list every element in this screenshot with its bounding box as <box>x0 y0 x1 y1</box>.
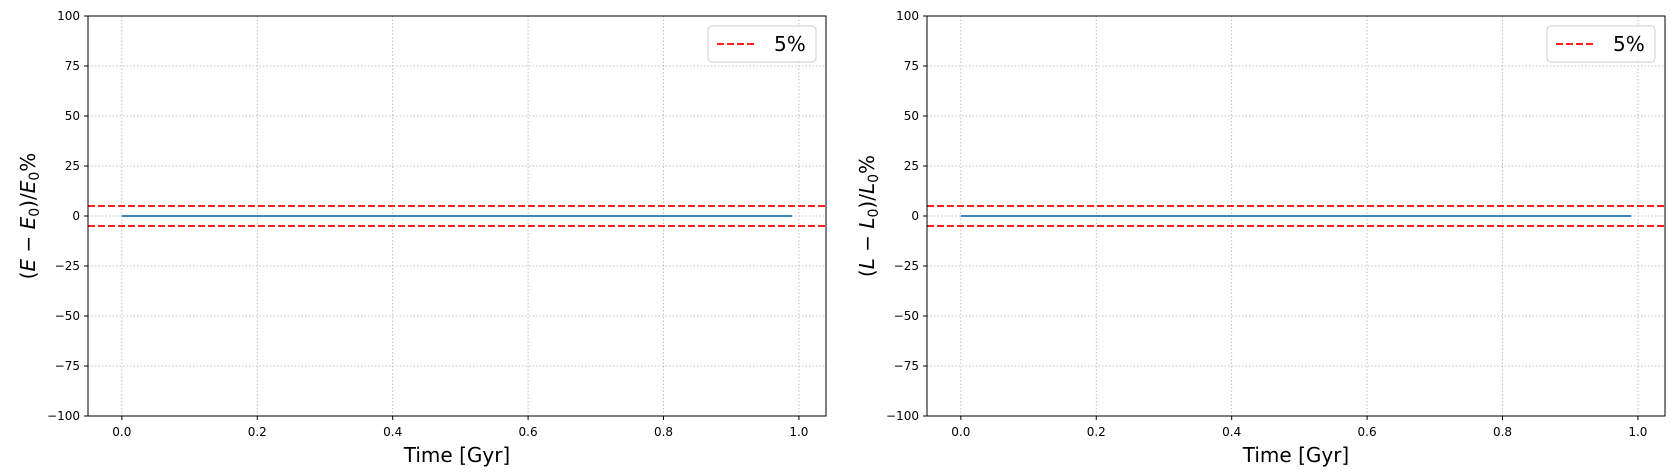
y-tick-label: 75 <box>65 59 80 73</box>
y-tick-label: −50 <box>55 309 80 323</box>
y-tick-label: 25 <box>904 159 919 173</box>
chart-panel-2: 0.0 0.2 0.4 0.6 0.8 1.0 −100 −75 −50 −25 0 25 50 75 10… <box>855 9 1666 467</box>
x-tick-label: 0.2 <box>1087 425 1106 439</box>
x-tick-label: 0.0 <box>951 425 970 439</box>
chart-panel-1: 0.0 0.2 0.4 0.6 0.8 1.0 −100 −75 −50 −25 0 25 50 75 10… <box>16 9 827 467</box>
y-tick-label: 0 <box>72 209 80 223</box>
x-axis-label: Time [Gyr] <box>403 443 510 467</box>
y-tick-label: 50 <box>65 109 80 123</box>
y-tick-label: −100 <box>47 409 80 423</box>
y-tick-label: −75 <box>55 359 80 373</box>
y-tick-label: −50 <box>894 309 919 323</box>
legend-label: 5% <box>1613 32 1645 56</box>
y-tick-label: −25 <box>894 259 919 273</box>
y-tick-label: 25 <box>65 159 80 173</box>
legend-box <box>1546 25 1656 63</box>
y-tick-label: −25 <box>55 259 80 273</box>
x-tick-label: 1.0 <box>1628 425 1647 439</box>
y-tick-label: 50 <box>904 109 919 123</box>
x-tick-label: 0.6 <box>1358 425 1377 439</box>
x-axis-label: Time [Gyr] <box>1242 443 1349 467</box>
y-tick-label: −75 <box>894 359 919 373</box>
y-tick-label: 100 <box>57 9 80 23</box>
y-axis-label: (L − L0)/L0% <box>855 155 882 277</box>
x-tick-label: 0.2 <box>248 425 267 439</box>
y-tick-label: 0 <box>911 209 919 223</box>
y-axis-label: (E − E0)/E0% <box>16 153 43 280</box>
x-tick-label: 0.8 <box>1493 425 1512 439</box>
x-tick-label: 0.8 <box>654 425 673 439</box>
x-tick-label: 0.4 <box>383 425 402 439</box>
legend: 5% <box>1546 25 1656 63</box>
x-tick-label: 0.4 <box>1222 425 1241 439</box>
legend-box <box>707 25 817 63</box>
y-tick-label: 75 <box>904 59 919 73</box>
x-tick-label: 0.0 <box>112 425 131 439</box>
legend: 5% <box>707 25 817 63</box>
y-tick-label: 100 <box>896 9 919 23</box>
legend-label: 5% <box>774 32 806 56</box>
x-tick-label: 1.0 <box>789 425 808 439</box>
y-tick-label: −100 <box>886 409 919 423</box>
x-tick-label: 0.6 <box>519 425 538 439</box>
